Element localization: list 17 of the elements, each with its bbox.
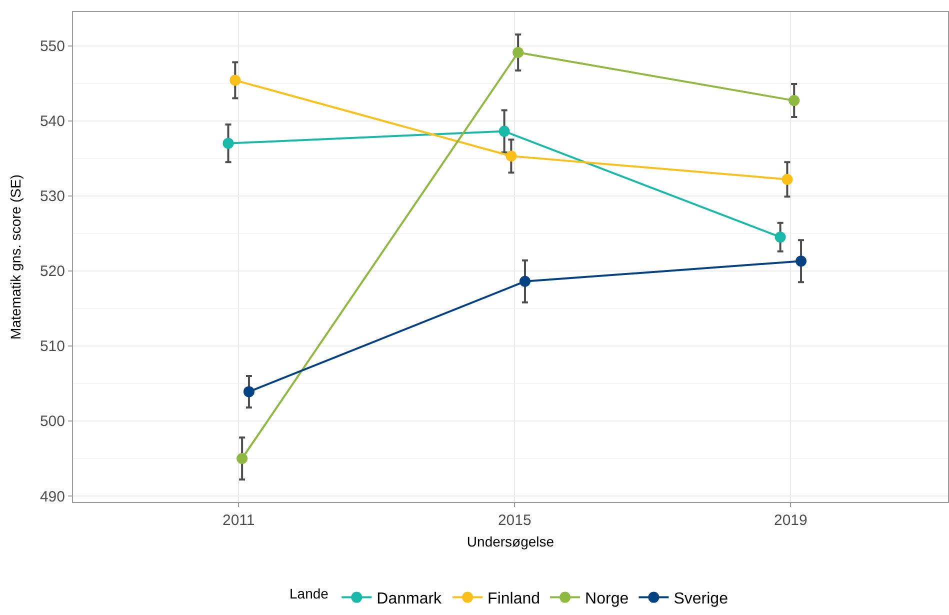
y-tick-label: 520	[40, 263, 65, 280]
x-tick-label: 2015	[498, 512, 532, 529]
x-tick-label: 2019	[774, 512, 808, 529]
x-tick-label: 2011	[222, 512, 255, 529]
legend-label: Norge	[585, 590, 629, 608]
y-axis-title: Matematik gns. score (SE)	[8, 174, 24, 340]
y-tick-label: 500	[40, 413, 65, 430]
y-tick-label: 540	[40, 113, 65, 130]
legend-label: Danmark	[376, 590, 443, 608]
y-tick-label: 530	[40, 188, 65, 206]
y-tick-label: 510	[40, 338, 65, 356]
legend-title: Lande	[290, 586, 329, 602]
x-axis-title: Undersøgelse	[466, 533, 554, 550]
legend-label: Finland	[488, 590, 540, 608]
y-tick-label: 490	[40, 488, 65, 506]
legend-label: Sverige	[674, 590, 728, 608]
y-tick-label: 550	[40, 38, 65, 56]
